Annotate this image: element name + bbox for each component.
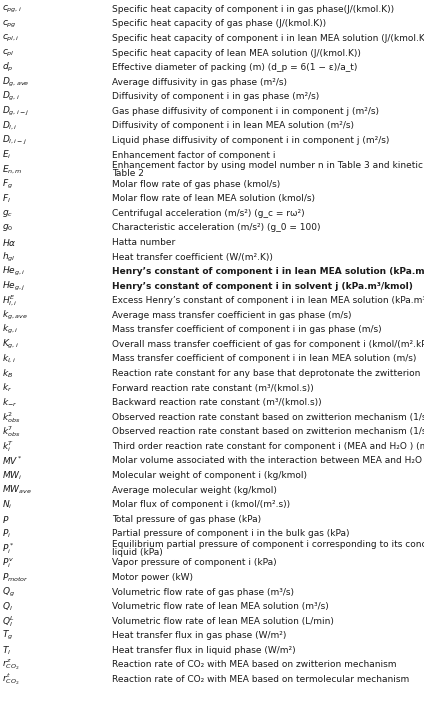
Text: $\mathit{k}_r$: $\mathit{k}_r$ [2,382,12,394]
Text: $\mathit{He}_{g,i}$: $\mathit{He}_{g,i}$ [2,265,25,278]
Text: $\mathit{k}^T_i$: $\mathit{k}^T_i$ [2,439,14,454]
Text: $\mathit{k}_{-r}$: $\mathit{k}_{-r}$ [2,396,17,409]
Text: $\mathit{MW}_{ave}$: $\mathit{MW}_{ave}$ [2,484,32,496]
Text: Diffusivity of component i in gas phase (m²/s): Diffusivity of component i in gas phase … [112,92,320,101]
Text: Heat transfer flux in liquid phase (W/m²): Heat transfer flux in liquid phase (W/m²… [112,645,296,655]
Text: $\mathit{F}_g$: $\mathit{F}_g$ [2,178,13,191]
Text: Third order reaction rate constant for component i (MEA and H₂O ) (m⁶/(kmol².s)): Third order reaction rate constant for c… [112,442,424,451]
Text: Gas phase diffusivity of component i in component j (m²/s): Gas phase diffusivity of component i in … [112,107,379,116]
Text: $\mathit{P}_i$: $\mathit{P}_i$ [2,528,11,540]
Text: $\mathit{Q}^L_l$: $\mathit{Q}^L_l$ [2,614,15,628]
Text: Motor power (kW): Motor power (kW) [112,573,193,582]
Text: Equilibrium partial pressure of component i corresponding to its concentration i: Equilibrium partial pressure of componen… [112,540,424,549]
Text: Backward reaction rate constant (m³/(kmol.s)): Backward reaction rate constant (m³/(kmo… [112,398,322,407]
Text: $\mathit{T}_l$: $\mathit{T}_l$ [2,644,11,657]
Text: $\mathit{h}_{gl}$: $\mathit{h}_{gl}$ [2,251,16,263]
Text: $\mathit{Q}_g$: $\mathit{Q}_g$ [2,585,15,598]
Text: Partial pressure of component i in the bulk gas (kPa): Partial pressure of component i in the b… [112,529,350,538]
Text: Henry’s constant of component i in lean MEA solution (kPa.m³/kmol): Henry’s constant of component i in lean … [112,267,424,276]
Text: $\mathit{k}_{l,i}$: $\mathit{k}_{l,i}$ [2,353,16,365]
Text: Average mass transfer coefficient in gas phase (m/s): Average mass transfer coefficient in gas… [112,311,352,320]
Text: Centrifugal acceleration (m/s²) (g_c = rω²): Centrifugal acceleration (m/s²) (g_c = r… [112,208,305,218]
Text: $\mathit{P}^v_i$: $\mathit{P}^v_i$ [2,556,14,570]
Text: Total pressure of gas phase (kPa): Total pressure of gas phase (kPa) [112,515,262,524]
Text: $\mathit{D}_{l,i}$: $\mathit{D}_{l,i}$ [2,120,18,132]
Text: liquid (kPa): liquid (kPa) [112,548,163,557]
Text: $\mathit{g}_c$: $\mathit{g}_c$ [2,208,13,219]
Text: Mass transfer coefficient of component i in gas phase (m/s): Mass transfer coefficient of component i… [112,326,382,334]
Text: Molar flow rate of lean MEA solution (kmol/s): Molar flow rate of lean MEA solution (km… [112,194,315,203]
Text: $\mathit{D}_{g,i-j}$: $\mathit{D}_{g,i-j}$ [2,105,30,118]
Text: $\mathit{E}_i$: $\mathit{E}_i$ [2,149,11,161]
Text: Specific heat capacity of lean MEA solution (J/(kmol.K)): Specific heat capacity of lean MEA solut… [112,49,361,58]
Text: $\mathit{c}_{pg}$: $\mathit{c}_{pg}$ [2,19,17,29]
Text: $\mathit{T}_g$: $\mathit{T}_g$ [2,629,14,643]
Text: Specific heat capacity of component i in gas phase(J/(kmol.K)): Specific heat capacity of component i in… [112,5,394,14]
Text: Volumetric flow rate of lean MEA solution (L/min): Volumetric flow rate of lean MEA solutio… [112,617,334,625]
Text: Volumetric flow rate of gas phase (m³/s): Volumetric flow rate of gas phase (m³/s) [112,588,294,597]
Text: $\mathit{P}$: $\mathit{P}$ [2,513,9,525]
Text: $\mathit{c}_{pl}$: $\mathit{c}_{pl}$ [2,48,15,59]
Text: Effective diameter of packing (m) (d_p = 6(1 − ε)/a_t): Effective diameter of packing (m) (d_p =… [112,63,358,72]
Text: Reaction rate constant for any base that deprotonate the zwitterion (m³/(kmol.s): Reaction rate constant for any base that… [112,369,424,378]
Text: Molar flow rate of gas phase (kmol/s): Molar flow rate of gas phase (kmol/s) [112,180,281,188]
Text: $\mathit{F}_l$: $\mathit{F}_l$ [2,193,11,205]
Text: Excess Henry’s constant of component i in lean MEA solution (kPa.m³/kmol): Excess Henry’s constant of component i i… [112,296,424,306]
Text: $\mathit{r}^z_{CO_2}$: $\mathit{r}^z_{CO_2}$ [2,658,20,672]
Text: Enhancement factor by using model number n in Table 3 and kinetic model number m: Enhancement factor by using model number… [112,161,424,170]
Text: $\mathit{r}^t_{CO_2}$: $\mathit{r}^t_{CO_2}$ [2,671,20,688]
Text: Table 2: Table 2 [112,169,144,178]
Text: Enhancement factor of component i: Enhancement factor of component i [112,151,276,160]
Text: Vapor pressure of component i (kPa): Vapor pressure of component i (kPa) [112,558,277,568]
Text: $\mathit{He}_{g,j}$: $\mathit{He}_{g,j}$ [2,280,25,293]
Text: $\mathit{P}^*_i$: $\mathit{P}^*_i$ [2,541,14,555]
Text: $\mathit{k}_{g,ave}$: $\mathit{k}_{g,ave}$ [2,308,28,322]
Text: Specific heat capacity of component i in lean MEA solution (J/(kmol.K)): Specific heat capacity of component i in… [112,34,424,43]
Text: $\mathit{c}_{pg,i}$: $\mathit{c}_{pg,i}$ [2,4,22,15]
Text: $\mathit{k}^7_{obs}$: $\mathit{k}^7_{obs}$ [2,424,20,439]
Text: Heat transfer flux in gas phase (W/m²): Heat transfer flux in gas phase (W/m²) [112,631,287,640]
Text: $\mathit{D}_{g,i}$: $\mathit{D}_{g,i}$ [2,90,20,104]
Text: Observed reaction rate constant based on zwitterion mechanism (1/s): Observed reaction rate constant based on… [112,413,424,422]
Text: Liquid phase diffusivity of component i in component j (m²/s): Liquid phase diffusivity of component i … [112,136,390,145]
Text: $\mathit{k}_B$: $\mathit{k}_B$ [2,367,13,380]
Text: Henry’s constant of component i in solvent j (kPa.m³/kmol): Henry’s constant of component i in solve… [112,281,413,291]
Text: Average molecular weight (kg/kmol): Average molecular weight (kg/kmol) [112,486,277,495]
Text: Forward reaction rate constant (m³/(kmol.s)): Forward reaction rate constant (m³/(kmol… [112,383,314,393]
Text: $\mathit{k}^2_{obs}$: $\mathit{k}^2_{obs}$ [2,410,20,425]
Text: Overall mass transfer coefficient of gas for component i (kmol/(m².kPa.s)): Overall mass transfer coefficient of gas… [112,340,424,349]
Text: $\mathit{MW}_i$: $\mathit{MW}_i$ [2,469,22,482]
Text: $\mathit{E}_{n,m}$: $\mathit{E}_{n,m}$ [2,164,23,176]
Text: $\mathit{d}_p$: $\mathit{d}_p$ [2,61,14,74]
Text: $\mathit{g}_0$: $\mathit{g}_0$ [2,222,14,233]
Text: Observed reaction rate constant based on zwitterion mechanism (1/s): Observed reaction rate constant based on… [112,427,424,436]
Text: $\mathit{N}_i$: $\mathit{N}_i$ [2,498,13,511]
Text: $\mathit{Q}_l$: $\mathit{Q}_l$ [2,600,13,613]
Text: $\mathit{D}_{g,ave}$: $\mathit{D}_{g,ave}$ [2,76,30,89]
Text: $\mathit{c}_{pl,i}$: $\mathit{c}_{pl,i}$ [2,33,20,44]
Text: $\mathit{MV}^*$: $\mathit{MV}^*$ [2,455,23,467]
Text: Volumetric flow rate of lean MEA solution (m³/s): Volumetric flow rate of lean MEA solutio… [112,602,329,611]
Text: Reaction rate of CO₂ with MEA based on termolecular mechanism: Reaction rate of CO₂ with MEA based on t… [112,675,410,684]
Text: Molar volume associated with the interaction between MEA and H₂O (m³/kmol): Molar volume associated with the interac… [112,456,424,466]
Text: Molar flux of component i (kmol/(m².s)): Molar flux of component i (kmol/(m².s)) [112,500,290,509]
Text: Characteristic acceleration (m/s²) (g_0 = 100): Characteristic acceleration (m/s²) (g_0 … [112,223,321,233]
Text: Molecular weight of component i (kg/kmol): Molecular weight of component i (kg/kmol… [112,471,307,480]
Text: Hatta number: Hatta number [112,238,176,247]
Text: $\mathit{P}_{motor}$: $\mathit{P}_{motor}$ [2,571,29,584]
Text: Reaction rate of CO₂ with MEA based on zwitterion mechanism: Reaction rate of CO₂ with MEA based on z… [112,660,397,670]
Text: $\mathit{H}^E_{l,i}$: $\mathit{H}^E_{l,i}$ [2,293,18,308]
Text: $\mathit{H}\alpha$: $\mathit{H}\alpha$ [2,237,17,248]
Text: Diffusivity of component i in lean MEA solution (m²/s): Diffusivity of component i in lean MEA s… [112,121,354,131]
Text: Heat transfer coefficient (W/(m².K)): Heat transfer coefficient (W/(m².K)) [112,253,273,261]
Text: $\mathit{k}_{g,i}$: $\mathit{k}_{g,i}$ [2,323,18,336]
Text: $\mathit{K}_{g,i}$: $\mathit{K}_{g,i}$ [2,338,19,351]
Text: Average diffusivity in gas phase (m²/s): Average diffusivity in gas phase (m²/s) [112,78,287,87]
Text: $\mathit{D}_{l,i-j}$: $\mathit{D}_{l,i-j}$ [2,134,27,147]
Text: Mass transfer coefficient of component i in lean MEA solution (m/s): Mass transfer coefficient of component i… [112,354,417,363]
Text: Specific heat capacity of gas phase (J/(kmol.K)): Specific heat capacity of gas phase (J/(… [112,19,326,29]
